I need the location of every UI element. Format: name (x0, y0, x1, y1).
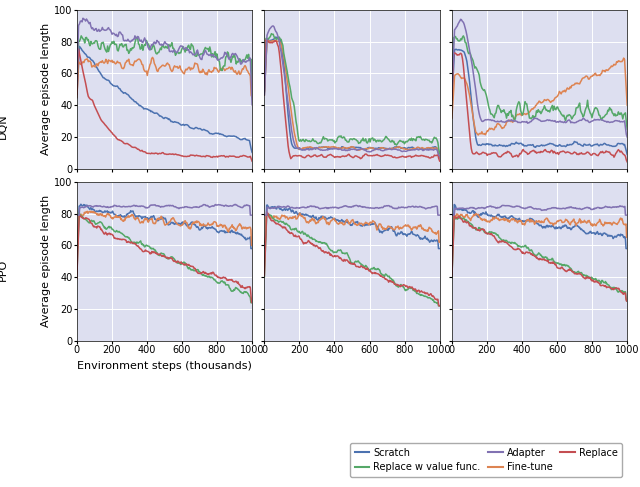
Legend: Scratch, Replace w value func., Adapter, Fine-tune, Replace: Scratch, Replace w value func., Adapter,… (350, 443, 622, 477)
Text: DQN: DQN (0, 114, 8, 139)
X-axis label: Environment steps (thousands): Environment steps (thousands) (77, 360, 252, 371)
Text: PPO: PPO (0, 259, 8, 281)
Y-axis label: Average episode length: Average episode length (42, 195, 51, 327)
Y-axis label: Average episode length: Average episode length (42, 23, 51, 155)
